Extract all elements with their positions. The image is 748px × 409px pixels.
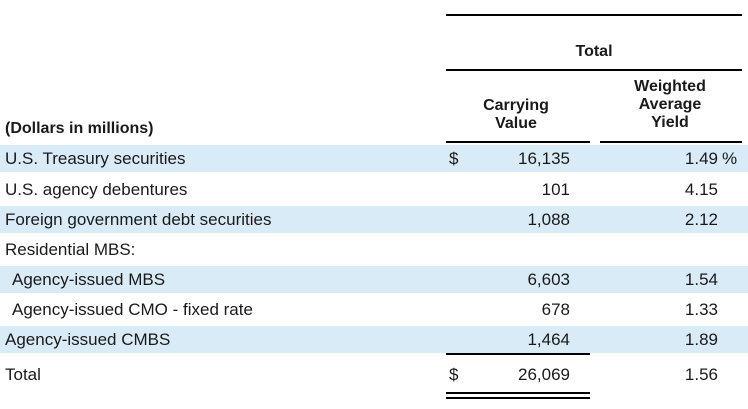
yield-value: 4.15 <box>684 180 718 199</box>
table-row: Agency-issued MBS 6,603 1.54 <box>0 266 748 293</box>
units-label: (Dollars in millions) <box>5 120 154 137</box>
table-row: U.S. Treasury securities $ 16,135 1.49 % <box>0 145 748 172</box>
total-double-rule-bottom <box>446 397 590 399</box>
yield-value: 1.33 <box>684 300 718 319</box>
carrying-value-header: Carrying Value <box>483 97 549 132</box>
carrying-value: 678 <box>541 300 570 319</box>
header-top-rule <box>446 14 742 16</box>
table-row: Foreign government debt securities 1,088… <box>0 206 748 233</box>
table-row: Agency-issued CMBS 1,464 1.89 <box>0 326 748 353</box>
carrying-value: 101 <box>541 180 570 199</box>
weighted-average-yield-header: Weighted Average Yield <box>634 78 706 131</box>
row-label: U.S. Treasury securities <box>5 149 186 168</box>
row-label: Agency-issued CMO - fixed rate <box>12 300 253 319</box>
total-column-header: Total <box>575 43 613 60</box>
row-label: Agency-issued CMBS <box>5 330 171 349</box>
carrying-value: 1,088 <box>527 210 570 229</box>
table-row: Agency-issued CMO - fixed rate 678 1.33 <box>0 296 748 323</box>
carrying-value: 6,603 <box>527 270 570 289</box>
subtotal-rule <box>446 353 590 355</box>
total-double-rule-top <box>446 392 590 394</box>
row-label: Agency-issued MBS <box>12 270 166 289</box>
row-label: U.S. agency debentures <box>5 180 188 199</box>
total-yield-value: 1.56 <box>684 365 718 384</box>
header-rule-yield <box>600 141 742 143</box>
yield-value: 1.89 <box>684 330 718 349</box>
carrying-value: 1,464 <box>527 330 570 349</box>
yield-value: 1.49 <box>684 149 718 168</box>
yield-value: 1.54 <box>684 270 718 289</box>
dollar-sign: $ <box>449 149 459 168</box>
header-rule-carrying <box>446 141 590 143</box>
yield-value: 2.12 <box>684 210 718 229</box>
dollar-sign: $ <box>449 365 459 384</box>
total-carrying-value: 26,069 <box>518 365 570 384</box>
percent-sign: % <box>722 149 738 168</box>
total-row: Total $ 26,069 1.56 <box>0 361 748 388</box>
total-label: Total <box>5 365 41 384</box>
total-underline-rule <box>446 69 742 71</box>
table-row: Residential MBS: <box>0 236 748 263</box>
row-label: Residential MBS: <box>5 240 136 259</box>
table-row: U.S. agency debentures 101 4.15 <box>0 176 748 203</box>
carrying-value: 16,135 <box>518 149 570 168</box>
row-label: Foreign government debt securities <box>5 210 272 229</box>
